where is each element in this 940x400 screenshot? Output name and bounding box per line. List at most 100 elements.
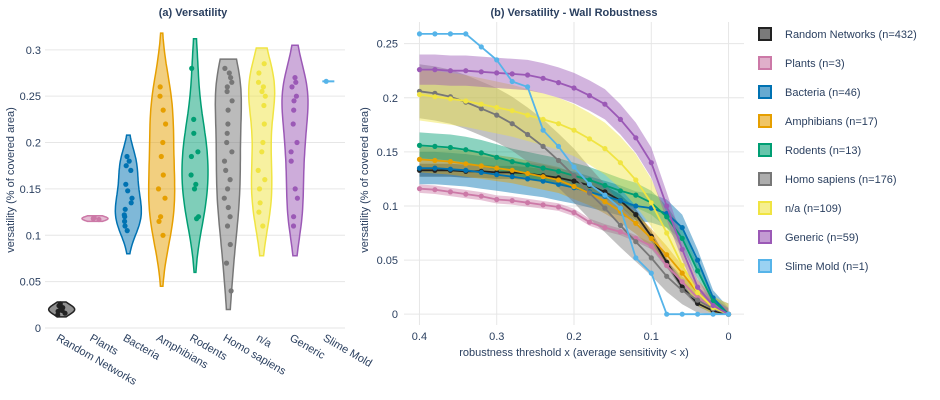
series-point — [602, 192, 608, 198]
series-point — [633, 220, 639, 226]
series-point — [725, 311, 732, 317]
panel-b-x-tick-label: 0.1 — [644, 331, 659, 343]
panel-a-y-tick-label: 0.1 — [26, 230, 41, 242]
series-point — [540, 143, 546, 149]
violin-point — [128, 167, 134, 173]
violin-point — [129, 195, 135, 201]
violin-generic — [281, 44, 309, 257]
series-point — [478, 101, 484, 107]
violin-body — [147, 32, 176, 288]
panel-b-y-tick-label: 0.15 — [377, 147, 398, 159]
series-point — [633, 212, 639, 218]
series-point — [648, 243, 654, 249]
violin-body — [214, 58, 243, 311]
violin-point — [191, 186, 198, 192]
series-point — [525, 72, 531, 78]
violin-point — [227, 241, 233, 248]
panel-b-x-tick-label: 0.4 — [412, 331, 427, 343]
violin-point — [191, 116, 197, 122]
series-point — [416, 67, 423, 73]
violin-point — [122, 223, 128, 229]
series-point — [617, 116, 624, 122]
violin-point — [323, 78, 329, 84]
series-point — [509, 78, 515, 85]
violin-point — [260, 84, 266, 90]
series-point — [540, 116, 546, 122]
violin-point — [292, 75, 298, 81]
series-point — [416, 91, 423, 98]
violin-body — [281, 44, 309, 257]
panel-a-y-ticks: 0 0.05 0.1 0.15 0.2 0.25 0.3 — [20, 45, 41, 335]
violin-point — [225, 186, 231, 192]
violin-rodents — [181, 37, 209, 274]
panel-b-y-tick-label: 0.25 — [377, 39, 398, 51]
violin-point — [128, 200, 134, 206]
violin-point — [223, 260, 230, 266]
series-point — [494, 196, 500, 203]
violin-point — [157, 84, 163, 90]
series-point — [633, 255, 639, 261]
violin-point — [256, 209, 262, 215]
series-point — [494, 165, 500, 171]
series-point — [571, 173, 577, 179]
series-point — [463, 68, 469, 74]
legend-swatch — [758, 259, 772, 273]
legend-label: n/a (n=109) — [785, 203, 842, 215]
series-point — [416, 165, 423, 171]
violin-point — [291, 98, 297, 104]
series-point — [648, 235, 654, 241]
violin-point — [262, 177, 268, 183]
series-point — [648, 255, 654, 261]
violin-point — [195, 149, 201, 155]
series-point — [555, 168, 562, 174]
series-point — [478, 106, 484, 112]
series-point — [555, 204, 562, 210]
series-point — [509, 108, 515, 114]
violin-point — [288, 158, 294, 164]
series-point — [525, 131, 531, 138]
violin-point — [91, 215, 97, 221]
series-point — [633, 135, 639, 141]
band-n-a — [419, 68, 729, 315]
violin-point — [294, 139, 300, 146]
panel-b-y-tick-label: 0.05 — [377, 255, 398, 267]
panel-a-violins — [47, 32, 335, 318]
series-point — [679, 225, 685, 231]
violin-point — [260, 139, 266, 146]
panel-a-x-tick-label: Generic — [288, 332, 328, 362]
series-point — [602, 225, 608, 231]
series-point — [416, 31, 423, 37]
series-point — [509, 121, 515, 127]
series-point — [432, 94, 438, 100]
series-point — [664, 214, 670, 220]
legend-label: Homo sapiens (n=176) — [785, 174, 897, 186]
violin-point — [293, 93, 299, 99]
violin-point — [57, 301, 63, 307]
legend-label: Slime Mold (n=1) — [785, 261, 868, 273]
violin-point — [160, 107, 166, 113]
violin-point — [222, 65, 228, 71]
series-point — [447, 159, 453, 165]
legend-label: Generic (n=59) — [785, 232, 859, 244]
series-point — [633, 192, 639, 198]
violin-point — [158, 153, 164, 160]
series-point — [602, 146, 608, 152]
violin-point — [226, 70, 232, 76]
violin-point — [259, 149, 265, 155]
series-point — [633, 177, 639, 183]
series-point — [463, 167, 469, 173]
violin-point — [291, 107, 297, 113]
violin-point — [289, 84, 295, 90]
series-point — [617, 222, 624, 228]
series-point — [416, 186, 423, 192]
panel-b-x-tick-label: 0.2 — [566, 331, 581, 343]
violin-point — [229, 79, 235, 85]
series-point — [586, 181, 593, 187]
violin-point — [290, 121, 296, 127]
series-point — [525, 176, 531, 182]
violin-point — [188, 172, 194, 178]
series-point — [494, 112, 500, 118]
violin-point — [227, 214, 233, 220]
series-point — [540, 178, 546, 184]
